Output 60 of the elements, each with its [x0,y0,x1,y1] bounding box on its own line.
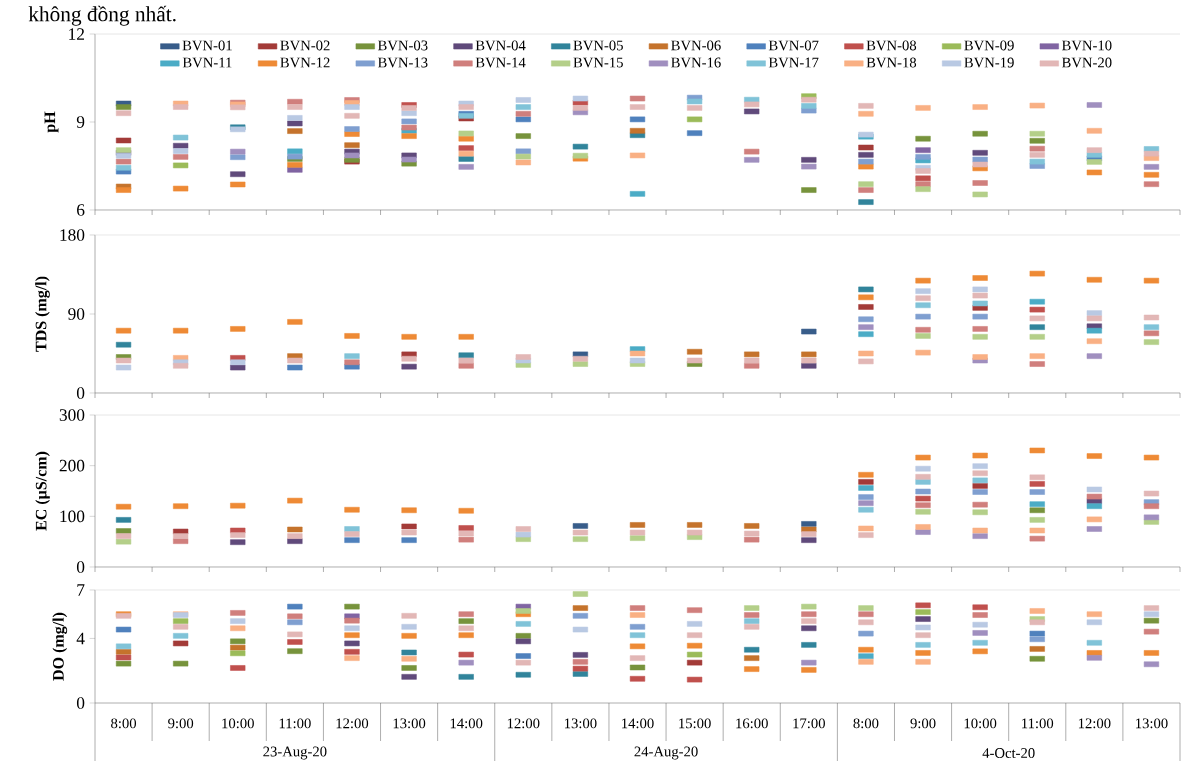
legend-label: BVN-07 [768,40,819,51]
x-tick-label: 8:00 [111,718,137,729]
y-tick-label: 0 [76,697,85,709]
x-tick-label: 10:00 [964,718,997,729]
x-tick-label: 11:00 [279,718,311,729]
x-tick-label: 13:00 [1136,718,1168,729]
x-tick-label: 17:00 [793,718,825,729]
x-tick-label: 11:00 [1022,718,1054,729]
legend-label: BVN-04 [475,40,526,51]
y-axis-title: TDS (mg/l) [35,276,50,352]
y-tick-label: 300 [59,409,85,421]
y-tick-label: 12 [69,28,85,40]
x-tick-label: 12:00 [507,718,540,729]
legend-label: BVN-09 [964,40,1014,51]
y-axis-title: EC (µS/cm) [35,451,50,531]
x-tick-label: 12:00 [1078,718,1111,729]
legend-label: BVN-17 [768,57,819,68]
x-tick-label: 12:00 [336,718,369,729]
legend-label: BVN-01 [182,40,232,51]
y-axis-title: pH [44,111,59,133]
text: 4-Oct-20 [982,748,1035,758]
legend-label: BVN-08 [866,40,917,51]
legend-label: BVN-16 [671,57,721,68]
y-tick-label: 0 [76,387,85,399]
y-axis-title: DO (mg/l) [52,612,68,681]
legend-label: BVN-20 [1061,57,1112,68]
legend-label: BVN-14 [475,57,526,68]
legend-label: BVN-06 [671,40,721,51]
legend-label: BVN-03 [377,40,428,51]
y-tick-label: 7 [77,584,85,596]
y-tick-label: 0 [76,561,85,573]
text: không đồng nhất. [28,5,176,26]
y-tick-label: 4 [76,632,85,645]
legend-label: BVN-10 [1061,40,1112,51]
y-tick-label: 6 [77,204,85,216]
y-tick-label: 90 [68,308,85,320]
text: 24-Aug-20 [634,746,698,760]
y-tick-label: 180 [60,229,85,241]
legend-label: BVN-18 [866,57,917,68]
legend-label: BVN-05 [573,40,623,51]
legend-label: BVN-02 [280,40,330,51]
legend-label: BVN-12 [280,57,330,68]
legend-label: BVN-11 [182,57,232,68]
legend-label: BVN-19 [964,57,1014,68]
x-tick-label: 8:00 [853,718,879,729]
y-tick-label: 200 [59,459,85,472]
x-tick-label: 15:00 [679,718,711,729]
y-tick-label: 9 [76,116,85,128]
legend-label: BVN-15 [573,57,623,68]
x-tick-label: 9:00 [168,718,194,729]
text: 23-Aug-20 [263,746,327,760]
x-tick-label: 14:00 [622,718,654,729]
x-tick-label: 16:00 [736,718,768,729]
x-tick-label: 9:00 [910,718,936,729]
x-tick-label: 13:00 [393,718,426,729]
legend-label: BVN-13 [377,57,428,68]
x-tick-label: 14:00 [450,718,483,729]
x-tick-label: 10:00 [222,718,254,729]
x-tick-label: 13:00 [564,718,597,729]
y-tick-label: 100 [60,510,85,523]
